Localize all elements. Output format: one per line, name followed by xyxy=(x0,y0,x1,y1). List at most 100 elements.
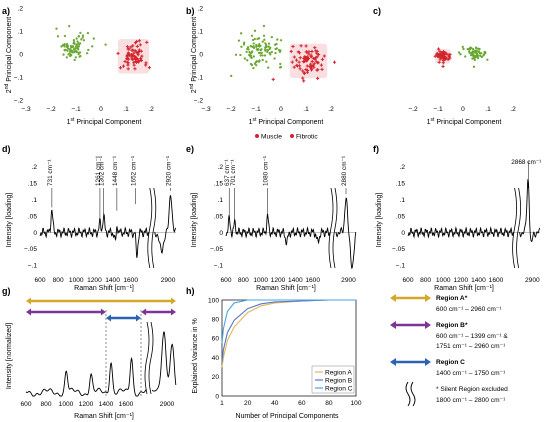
fibrotic-point xyxy=(136,51,140,55)
axis-break-icon xyxy=(144,321,150,395)
pca-xtick-label: .1 xyxy=(303,106,309,113)
loading-spectrum-line xyxy=(407,226,515,239)
variance-ylabel: Explained Variance in % xyxy=(192,318,199,393)
spectrum-xtick-label: 1000 xyxy=(436,277,451,284)
peak-annotation: 1080 cm⁻¹ xyxy=(263,156,270,186)
muscle-point xyxy=(72,38,76,42)
muscle-point xyxy=(248,50,251,54)
fibrotic-point xyxy=(304,59,308,63)
fibrotic-point xyxy=(297,51,302,55)
fibrotic-point xyxy=(445,52,449,56)
pca-xtick-label: .2 xyxy=(328,106,334,113)
muscle-point xyxy=(69,50,72,53)
pca-xtick-label: .1 xyxy=(123,106,129,113)
fibrotic-point xyxy=(136,60,140,64)
pca-xtick-label: .2 xyxy=(510,106,516,113)
fibrotic-cluster-halo xyxy=(289,43,328,79)
plots-layer: −.3 −.2 −.1 0.1.2−.2−.10.1.2−.3 −.2 −.1 0.1.2−… xyxy=(14,5,542,408)
region-bar-arrowhead xyxy=(136,314,141,322)
fibrotic-point xyxy=(304,55,308,60)
muscle-point xyxy=(470,46,473,50)
region-c-legend-arrow xyxy=(390,358,431,366)
fibrotic-point xyxy=(291,44,295,49)
pca-ytick-label: .1 xyxy=(18,28,24,35)
axis-break-icon xyxy=(151,187,157,269)
variance-xtick-label: 60 xyxy=(298,400,306,407)
region-bar-arrowhead xyxy=(100,308,106,316)
muscle-point xyxy=(264,42,267,45)
fibrotic-point xyxy=(301,69,305,73)
fibrotic-point xyxy=(133,56,138,60)
axis-break-icon xyxy=(512,187,517,269)
pca-c-axis-titles: 1st Principal Component xyxy=(427,117,502,126)
muscle-point xyxy=(476,54,479,58)
fibrotic-point xyxy=(137,39,141,43)
muscle-point xyxy=(86,31,90,35)
muscle-point xyxy=(255,64,258,67)
muscle-point xyxy=(466,47,469,51)
fibrotic-point xyxy=(132,51,136,55)
spectrum-ytick-label: −.1 xyxy=(396,263,406,270)
spectrum-ytick-label: .2 xyxy=(400,164,406,171)
muscle-point xyxy=(462,47,465,51)
muscle-point xyxy=(259,44,262,48)
variance-curve-region-b xyxy=(221,299,356,363)
muscle-point xyxy=(253,62,257,65)
fibrotic-point xyxy=(436,54,440,58)
muscle-point xyxy=(279,49,282,52)
fibrotic-point xyxy=(440,53,444,57)
muscle-point xyxy=(71,50,75,54)
muscle-point xyxy=(464,55,467,58)
muscle-point xyxy=(274,47,277,51)
muscle-point xyxy=(261,54,264,57)
muscle-point xyxy=(279,39,283,42)
fibrotic-point xyxy=(309,62,313,66)
muscle-point xyxy=(259,48,262,52)
spectrum-ytick-label: .05 xyxy=(396,213,405,220)
panel-label-a: a) xyxy=(2,6,10,16)
spectrum-xtick-label: 2900 xyxy=(161,277,176,284)
muscle-point xyxy=(267,42,271,45)
fibrotic-point xyxy=(139,58,144,62)
spectrum-ytick-label: .2 xyxy=(32,164,38,171)
muscle-point xyxy=(74,45,78,48)
fibrotic-point xyxy=(305,68,310,73)
muscle-point xyxy=(469,54,473,57)
spectrum-xtick-label: 1200 xyxy=(79,401,94,408)
fibrotic-point xyxy=(301,59,305,64)
muscle-point xyxy=(276,38,279,41)
fibrotic-point xyxy=(289,49,293,54)
muscle-point xyxy=(476,56,480,60)
spectrum-ytick-label: 0 xyxy=(401,230,405,237)
muscle-point xyxy=(279,66,283,69)
fibrotic-point xyxy=(129,55,133,59)
spectrum-xtick-label: 1600 xyxy=(119,401,134,408)
muscle-point xyxy=(234,53,238,56)
muscle-point xyxy=(478,47,481,51)
muscle-point xyxy=(75,37,78,40)
fibrotic-point xyxy=(130,48,134,52)
muscle-point xyxy=(240,32,243,35)
normalized-spectrum-line xyxy=(25,356,147,397)
muscle-point xyxy=(73,58,76,62)
variance-xtick-label: 40 xyxy=(271,400,279,407)
loading-spectrum-line xyxy=(225,213,331,246)
muscle-point xyxy=(65,56,68,59)
fibrotic-point xyxy=(310,59,314,64)
fibrotic-point xyxy=(315,55,319,59)
spectrum-xtick-label: 2900 xyxy=(525,277,540,284)
peak-annotation: 1652 cm⁻¹ xyxy=(130,156,137,186)
muscle-point xyxy=(259,51,262,55)
pca-a-ylabel: 2nd Principal Component xyxy=(4,17,13,93)
muscle-point xyxy=(56,35,60,38)
muscle-point xyxy=(468,48,471,51)
spectrum-xtick-label: 600 xyxy=(402,277,413,284)
panel-label-b: b) xyxy=(186,6,195,16)
variance-xtick-label: 80 xyxy=(325,400,333,407)
muscle-point xyxy=(461,45,464,48)
fibrotic-point xyxy=(320,57,325,61)
spectrum-ytick-label: 0 xyxy=(33,230,37,237)
spectrum-ytick-label: −.1 xyxy=(214,263,224,270)
variance-xtick-label: 100 xyxy=(350,400,361,407)
spectrum-xtick-label: 800 xyxy=(40,401,51,408)
